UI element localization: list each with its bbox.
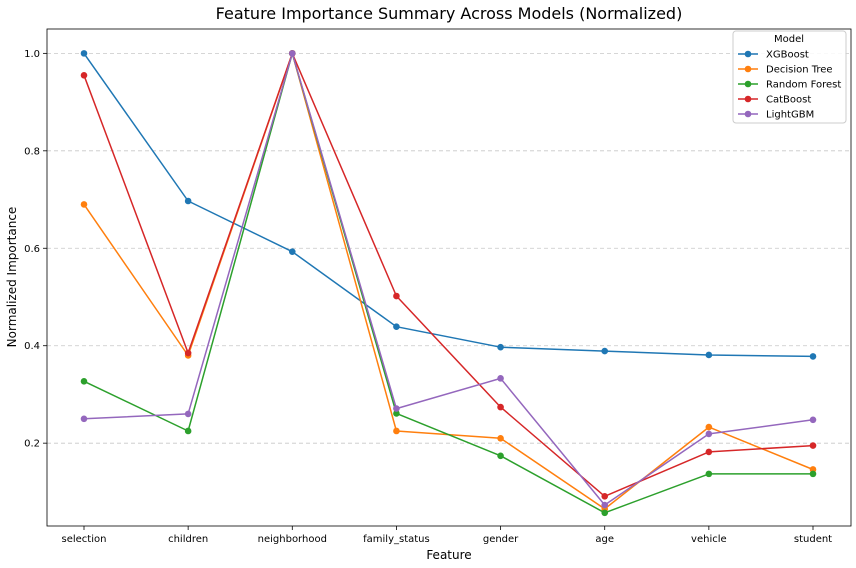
legend-marker-xgboost: [744, 50, 752, 58]
y-tick-label: 1.0: [24, 49, 40, 60]
legend-item-decision-tree: Decision Tree: [738, 65, 833, 76]
y-tick-label: 0.4: [24, 341, 40, 352]
data-point-xgboost: [288, 248, 296, 255]
x-tick-label: age: [595, 534, 614, 545]
legend-title: Model: [774, 34, 804, 45]
data-point-lightgbm: [809, 416, 817, 424]
x-tick-label: children: [168, 534, 208, 545]
legend-label-lightgbm: LightGBM: [766, 110, 814, 121]
legend-marker-catboost: [744, 95, 752, 103]
axis-layer: 0.2 0.4 0.6 0.8 1.0 selection children neighbor…: [24, 49, 832, 545]
data-point-lightgbm: [80, 415, 88, 423]
x-tick-label: gender: [483, 534, 519, 545]
data-point-catboost: [705, 448, 713, 456]
data-point-xgboost: [80, 50, 88, 57]
data-point-lightgbm: [705, 430, 713, 438]
data-point-catboost: [184, 349, 192, 357]
series-line-random-forest: [83, 52, 813, 514]
data-point-lightgbm: [497, 375, 504, 382]
legend-marker-random-forest: [744, 80, 752, 88]
y-tick-label: 0.8: [24, 146, 40, 157]
data-point-random-forest: [601, 509, 609, 517]
x-tick-label: neighborhood: [258, 534, 327, 545]
series-line-xgboost: [83, 52, 814, 358]
x-tick-label: selection: [62, 534, 107, 545]
data-point-random-forest: [393, 410, 400, 417]
data-point-decision-tree: [393, 427, 400, 435]
data-point-xgboost: [705, 351, 713, 359]
series-line-lightgbm: [83, 52, 814, 506]
y-axis-label: Normalized Importance: [5, 207, 19, 348]
legend-item-xgboost: XGBoost: [738, 50, 809, 61]
data-point-xgboost: [601, 347, 609, 355]
data-point-xgboost: [497, 343, 504, 351]
data-point-decision-tree: [80, 201, 88, 208]
data-point-xgboost: [184, 197, 192, 205]
series-xgboost: [80, 50, 817, 360]
x-tick-label: student: [794, 534, 832, 545]
y-tick-label: 0.2: [24, 439, 40, 450]
legend-label-xgboost: XGBoost: [766, 50, 809, 61]
data-point-decision-tree: [705, 423, 713, 431]
legend-item-lightgbm: LightGBM: [738, 110, 814, 121]
legend-label-decision-tree: Decision Tree: [766, 65, 833, 76]
data-point-lightgbm: [184, 410, 192, 418]
legend-item-catboost: CatBoost: [738, 95, 811, 106]
data-point-catboost: [80, 71, 88, 79]
legend-marker-lightgbm: [744, 110, 752, 118]
plot-frame: [46, 28, 852, 527]
data-point-random-forest: [497, 452, 504, 460]
chart-title: Feature Importance Summary Across Models…: [216, 4, 683, 23]
data-point-lightgbm: [288, 50, 296, 57]
legend-marker-decision-tree: [744, 65, 752, 73]
y-tick-label: 0.6: [24, 244, 40, 255]
series-line-decision-tree: [83, 52, 814, 510]
series-layer: [80, 50, 817, 517]
data-point-catboost: [809, 442, 817, 449]
legend-label-random-forest: Random Forest: [766, 80, 841, 91]
series-lightgbm: [80, 50, 817, 509]
data-point-catboost: [601, 492, 609, 500]
legend-item-random-forest: Random Forest: [738, 80, 841, 91]
x-tick-label: vehicle: [691, 534, 727, 545]
data-point-catboost: [393, 292, 400, 300]
data-point-xgboost: [809, 353, 817, 360]
data-point-lightgbm: [393, 405, 400, 412]
data-point-random-forest: [184, 427, 192, 435]
data-point-random-forest: [80, 377, 88, 385]
data-point-random-forest: [809, 470, 817, 478]
series-line-catboost: [83, 52, 814, 498]
data-point-random-forest: [705, 470, 713, 478]
x-axis-label: Feature: [426, 548, 471, 562]
legend: Model XGBoost Decision Tree Random Forest C…: [732, 30, 847, 124]
data-point-xgboost: [393, 323, 400, 331]
legend-items: XGBoost Decision Tree Random Forest CatBoos…: [738, 50, 841, 121]
legend-frame: [732, 30, 847, 124]
data-point-lightgbm: [601, 501, 609, 509]
legend-label-catboost: CatBoost: [766, 95, 811, 106]
data-point-decision-tree: [497, 434, 504, 442]
x-tick-label: family_status: [363, 534, 430, 545]
series-random-forest: [80, 50, 817, 517]
data-point-catboost: [497, 403, 504, 411]
grid-layer: [47, 52, 851, 444]
